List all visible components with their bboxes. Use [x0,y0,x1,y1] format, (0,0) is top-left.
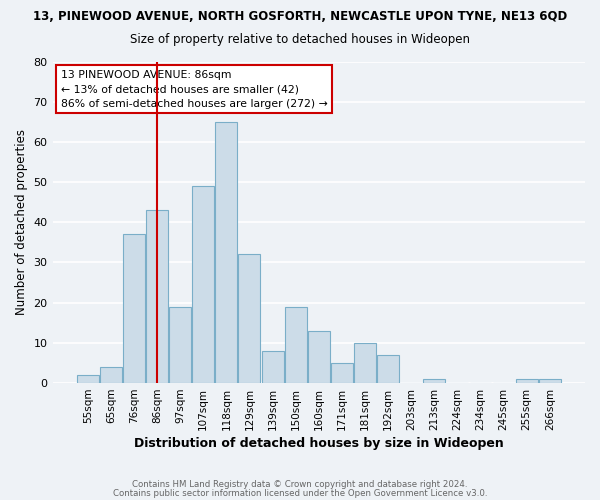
Bar [169,306,191,383]
Text: 13 PINEWOOD AVENUE: 86sqm
← 13% of detached houses are smaller (42)
86% of semi-: 13 PINEWOOD AVENUE: 86sqm ← 13% of detac… [61,70,327,109]
Text: Contains public sector information licensed under the Open Government Licence v3: Contains public sector information licen… [113,490,487,498]
Bar [215,122,238,383]
Bar [77,375,98,383]
Bar [284,306,307,383]
Bar [123,234,145,383]
Bar [377,355,399,383]
Bar [539,379,561,383]
Bar [262,351,284,383]
Bar [100,367,122,383]
Text: 13, PINEWOOD AVENUE, NORTH GOSFORTH, NEWCASTLE UPON TYNE, NE13 6QD: 13, PINEWOOD AVENUE, NORTH GOSFORTH, NEW… [33,10,567,23]
Y-axis label: Number of detached properties: Number of detached properties [15,130,28,316]
Bar [424,379,445,383]
Bar [308,331,330,383]
Text: Size of property relative to detached houses in Wideopen: Size of property relative to detached ho… [130,32,470,46]
Bar [238,254,260,383]
Bar [146,210,168,383]
Bar [331,363,353,383]
Bar [354,343,376,383]
Bar [516,379,538,383]
Bar [192,186,214,383]
Text: Contains HM Land Registry data © Crown copyright and database right 2024.: Contains HM Land Registry data © Crown c… [132,480,468,489]
X-axis label: Distribution of detached houses by size in Wideopen: Distribution of detached houses by size … [134,437,503,450]
